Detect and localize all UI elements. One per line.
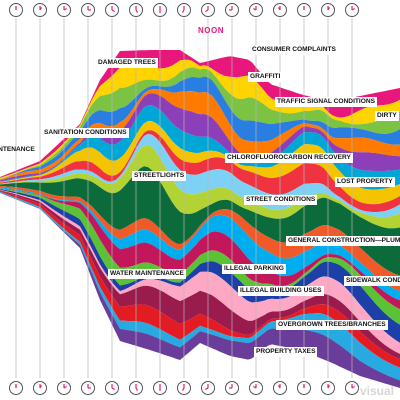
- clock-icon: [57, 3, 71, 17]
- stream-layer: [0, 105, 400, 190]
- label-consumer-complaints: CONSUMER COMPLAINTS: [250, 45, 338, 55]
- stream-layer: [0, 189, 400, 343]
- clock-icon: [129, 381, 143, 395]
- clock-icon: [345, 3, 359, 17]
- clock-icon: [177, 3, 191, 17]
- label-sanitation-conditions: SANITATION CONDITIONS: [42, 128, 129, 138]
- label-illegal-building-uses: ILLEGAL BUILDING USES: [238, 286, 324, 296]
- clock-icon: [81, 3, 95, 17]
- stream-layer: [0, 130, 400, 213]
- watermark: visual: [359, 384, 394, 398]
- label-chlorofluorocarbon-recovery: CHLOROFLUOROCARBON RECOVERY: [225, 153, 353, 163]
- clock-icon: [33, 381, 47, 395]
- label-illegal-parking: ILLEGAL PARKING: [222, 264, 286, 274]
- label-graffiti: GRAFFITI: [248, 72, 283, 82]
- clock-icon: [33, 3, 47, 17]
- clock-icon: [201, 381, 215, 395]
- label-water-maintenance: WATER MAINTENANCE: [108, 269, 186, 279]
- clock-icon: [297, 3, 311, 17]
- clock-icon: [345, 381, 359, 395]
- clock-icon: [177, 381, 191, 395]
- stream-layer: [0, 188, 400, 325]
- stream-layer: [0, 166, 400, 276]
- label-lost-property: LOST PROPERTY: [335, 177, 395, 187]
- clock-icon: [129, 3, 143, 17]
- label-property-taxes: PROPERTY TAXES: [254, 347, 318, 357]
- clock-icon: [321, 381, 335, 395]
- label-overgrown-trees-branches: OVERGROWN TREES/BRANCHES: [276, 320, 388, 330]
- stream-layer: [0, 59, 400, 179]
- clock-icon: [225, 3, 239, 17]
- clock-icon: [57, 381, 71, 395]
- clock-icon: [273, 381, 287, 395]
- clock-icon: [9, 381, 23, 395]
- clock-icon: [273, 3, 287, 17]
- label-street-conditions: STREET CONDITIONS: [244, 195, 318, 205]
- stream-layer: [0, 144, 400, 229]
- clock-icon: [249, 3, 263, 17]
- label-traffic-signal-conditions: TRAFFIC SIGNAL CONDITIONS: [275, 97, 378, 107]
- clock-icon: [201, 3, 215, 17]
- clock-icon: [81, 381, 95, 395]
- clock-icon: [153, 3, 167, 17]
- label-dirty: DIRTY: [375, 111, 399, 121]
- clock-icon: [225, 381, 239, 395]
- label-maintenance: MAINTENANCE: [0, 146, 35, 153]
- clock-icon: [105, 381, 119, 395]
- label-general-construction: GENERAL CONSTRUCTION—PLUM: [286, 236, 400, 246]
- clock-icon: [105, 3, 119, 17]
- label-damaged-trees: DAMAGED TREES: [96, 58, 158, 68]
- noon-label: NOON: [198, 26, 224, 35]
- stream-layer: [0, 188, 400, 310]
- label-streetlights: STREETLIGHTS: [132, 171, 187, 181]
- label-sidewalk-conditions: SIDEWALK CONDI: [344, 276, 400, 286]
- clock-icon: [249, 381, 263, 395]
- clock-icon: [9, 3, 23, 17]
- clock-icon: [153, 381, 167, 395]
- clock-icon: [297, 381, 311, 395]
- stream-layer: [0, 192, 400, 388]
- stream-layer: [0, 50, 400, 178]
- clock-icon: [321, 3, 335, 17]
